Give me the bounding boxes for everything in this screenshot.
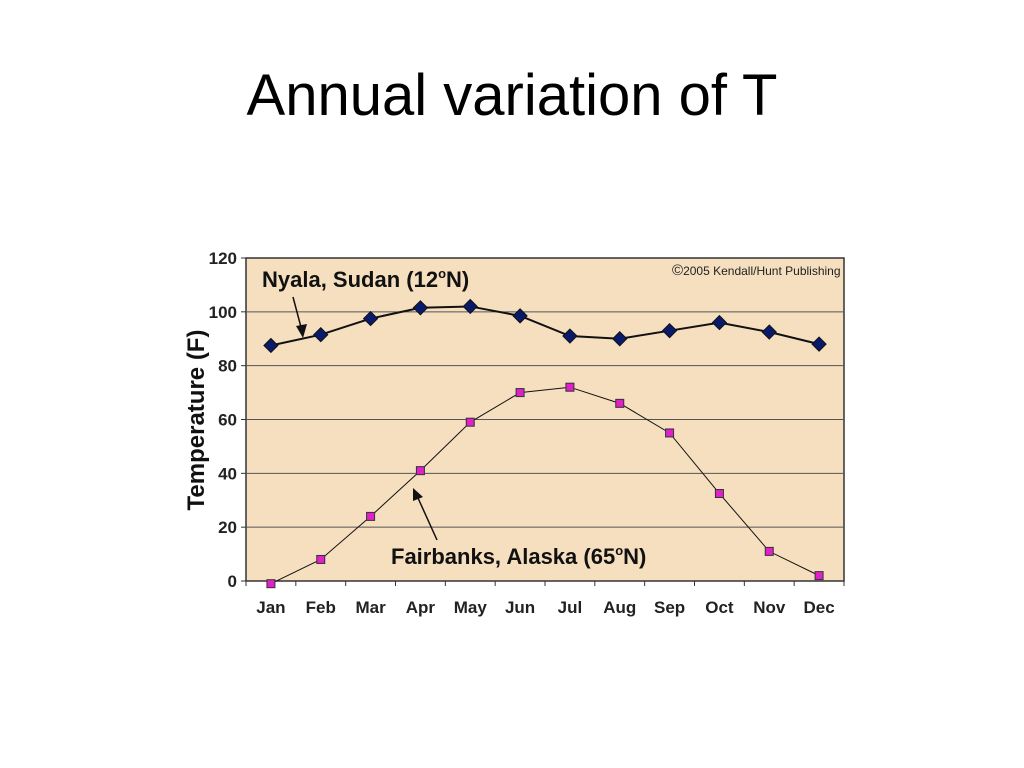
fairbanks-arrowhead (413, 488, 423, 501)
y-tick-label: 0 (228, 572, 237, 591)
x-tick-label: Nov (753, 598, 786, 617)
fairbanks-point (665, 428, 675, 438)
nyala-point (562, 328, 578, 344)
y-tick-label: 80 (218, 357, 237, 376)
nyala-point (412, 300, 429, 316)
nyala-arrowhead (296, 324, 307, 338)
y-tick-label: 20 (218, 518, 237, 537)
series-label-nyala: Nyala, Sudan (12oN) (262, 266, 469, 292)
nyala-point (811, 336, 827, 352)
nyala-point (362, 310, 379, 327)
x-tick-label: Jun (505, 598, 535, 617)
slide-title: Annual variation of T (246, 63, 778, 128)
fairbanks-point (814, 571, 824, 581)
nyala-point (761, 324, 777, 340)
fairbanks-point (316, 554, 326, 564)
fairbanks-point (366, 511, 376, 521)
nyala-point (512, 308, 528, 324)
series-line-0 (270, 305, 820, 347)
nyala-point (612, 331, 628, 347)
nyala-point (661, 322, 678, 339)
x-tick-label: Feb (306, 598, 336, 617)
x-tick-label: Jul (558, 598, 583, 617)
x-tick-label: Aug (603, 598, 636, 617)
nyala-point (263, 337, 279, 354)
fairbanks-point (515, 388, 525, 398)
copyright-icon: © (672, 262, 683, 279)
fairbanks-point (415, 466, 425, 476)
x-tick-label: Jan (256, 598, 285, 617)
series-label-fairbanks: Fairbanks, Alaska (65oN) (391, 543, 646, 569)
copyright-notice: ©2005 Kendall/Hunt Publishing (672, 262, 841, 279)
series-line-1 (270, 386, 820, 585)
fairbanks-point (465, 417, 475, 427)
y-tick-label: 120 (209, 249, 237, 268)
y-tick-label: 100 (209, 303, 237, 322)
fairbanks-point (565, 382, 575, 392)
fairbanks-point (615, 398, 625, 408)
y-tick-label: 40 (218, 464, 237, 483)
x-tick-label: Dec (803, 598, 834, 617)
x-tick-label: Sep (654, 598, 685, 617)
y-axis-label: Temperature (F) (183, 330, 210, 511)
x-tick-label: Mar (355, 598, 386, 617)
x-tick-label: May (454, 598, 488, 617)
nyala-point (462, 298, 478, 315)
fairbanks-arrow (417, 497, 438, 541)
fairbanks-point (764, 546, 774, 556)
y-tick-label: 60 (218, 411, 237, 430)
copyright-text: 2005 Kendall/Hunt Publishing (683, 264, 840, 278)
nyala-point (313, 327, 329, 343)
x-tick-label: Apr (406, 598, 436, 617)
fairbanks-point (714, 489, 724, 499)
x-tick-label: Oct (705, 598, 734, 617)
fairbanks-point (266, 579, 276, 589)
nyala-point (711, 314, 728, 331)
